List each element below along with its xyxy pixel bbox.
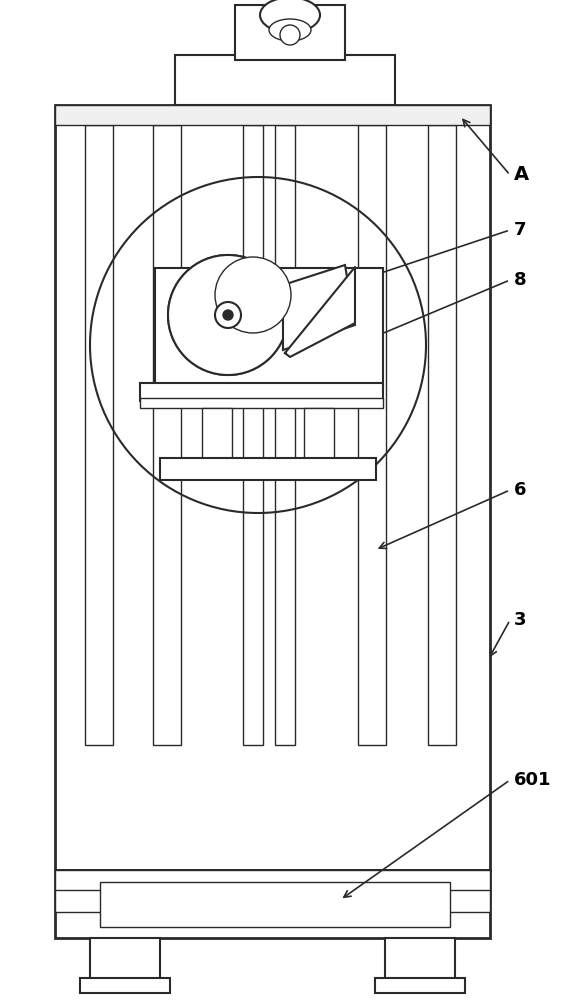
Bar — [55, 870, 490, 892]
Bar — [85, 125, 113, 745]
Bar — [100, 882, 450, 927]
Bar — [175, 55, 395, 105]
Circle shape — [223, 310, 233, 320]
Bar — [375, 978, 465, 993]
Ellipse shape — [260, 0, 320, 32]
Bar — [304, 408, 334, 460]
Bar — [55, 890, 490, 912]
Bar — [153, 125, 181, 745]
Bar — [90, 938, 160, 980]
Text: 8: 8 — [514, 271, 527, 289]
Bar — [140, 383, 383, 401]
Text: A: A — [514, 165, 529, 184]
Text: 3: 3 — [514, 611, 526, 629]
Bar — [275, 125, 295, 745]
Bar — [155, 268, 383, 386]
Polygon shape — [283, 265, 355, 350]
Polygon shape — [285, 267, 355, 357]
Bar — [243, 125, 263, 745]
Bar — [55, 870, 490, 938]
Bar — [55, 105, 490, 870]
Circle shape — [215, 257, 291, 333]
Bar — [55, 105, 490, 125]
Text: 601: 601 — [514, 771, 552, 789]
Bar — [385, 938, 455, 980]
Bar — [358, 125, 386, 745]
Circle shape — [168, 255, 288, 375]
Bar — [428, 125, 456, 745]
Circle shape — [280, 25, 300, 45]
Text: 6: 6 — [514, 481, 526, 499]
Bar — [80, 978, 170, 993]
Bar — [202, 408, 232, 460]
Bar — [160, 458, 376, 480]
Circle shape — [168, 255, 288, 375]
Text: 7: 7 — [514, 221, 526, 239]
Bar — [235, 5, 345, 60]
Bar — [140, 398, 383, 408]
Circle shape — [215, 302, 241, 328]
Ellipse shape — [269, 19, 311, 41]
